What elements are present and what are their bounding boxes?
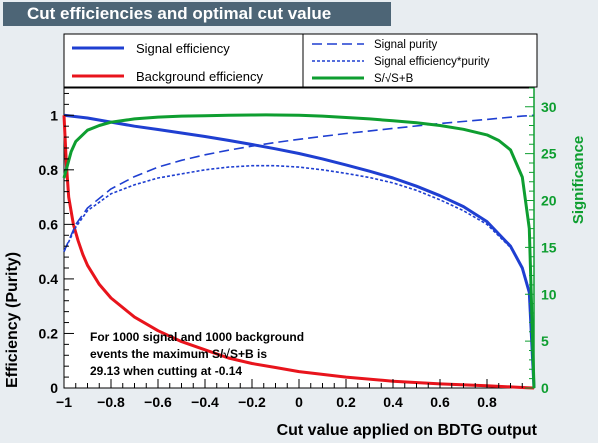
legend-label-significance: S/√S+B (374, 72, 414, 85)
y2-tick-label: 25 (541, 146, 557, 162)
legend-label-signal-purity: Signal purity (374, 39, 438, 51)
y-tick-label: 0.4 (39, 271, 59, 287)
y-tick-label: 0 (50, 380, 58, 396)
x-tick-label: 0 (295, 394, 303, 410)
legend-label-background-efficiency: Background efficiency (136, 69, 263, 84)
x-tick-label: −0.2 (238, 394, 266, 410)
x-axis-label: Cut value applied on BDTG output (277, 422, 538, 439)
y2-tick-label: 5 (541, 333, 549, 349)
annotation-line-1: For 1000 signal and 1000 background (90, 330, 304, 344)
x-tick-label: −0.6 (144, 394, 172, 410)
x-tick-label: −0.4 (191, 394, 219, 410)
x-axis: −1 −0.8 −0.6 −0.4 −0.2 0 0.2 0.4 0.6 0.8 (56, 379, 535, 410)
chart-title: Cut efficiencies and optimal cut value (3, 2, 391, 26)
y2-tick-label: 15 (541, 239, 557, 255)
plot-area (63, 87, 535, 389)
y-axis-right: 0 5 10 15 20 25 30 (525, 87, 557, 396)
series-line-0 (63, 113, 536, 389)
y2-tick-label: 20 (541, 193, 557, 209)
x-tick-label: 0.8 (477, 394, 497, 410)
series-layer (62, 113, 536, 390)
x-tick-label: 0.6 (430, 394, 450, 410)
series-line-1 (62, 115, 535, 390)
y2-axis-label: Significance (570, 136, 587, 224)
legend-label-signal-efficiency: Signal efficiency (136, 41, 230, 56)
y-tick-label: 0.8 (39, 162, 59, 178)
y2-tick-label: 30 (541, 99, 557, 115)
annotation: For 1000 signal and 1000 background even… (90, 330, 304, 378)
annotation-line-2: events the maximum S/√S+B is (90, 347, 267, 361)
y-axis-label: Efficiency (Purity) (4, 252, 21, 388)
legend-box (63, 33, 538, 88)
x-tick-label: 0.2 (336, 394, 356, 410)
series-line-3 (63, 164, 535, 389)
legend-label-signal-efficiency-purity: Signal efficiency*purity (374, 56, 490, 68)
y2-tick-label: 0 (541, 380, 549, 396)
y-tick-label: 1 (50, 107, 58, 123)
x-tick-label: −1 (56, 394, 72, 410)
series-line-4 (62, 113, 536, 389)
x-tick-label: −0.8 (97, 394, 125, 410)
series-line-2 (63, 114, 535, 252)
y2-tick-label: 10 (541, 286, 557, 302)
y-tick-label: 0.6 (39, 216, 59, 232)
legend: Signal efficiency Background efficiency … (63, 33, 538, 88)
annotation-line-3: 29.13 when cutting at -0.14 (90, 364, 242, 378)
x-tick-label: 0.4 (383, 394, 403, 410)
y-tick-label: 0.2 (39, 325, 59, 341)
y-axis-left: 0 0.2 0.4 0.6 0.8 1 (39, 92, 74, 396)
